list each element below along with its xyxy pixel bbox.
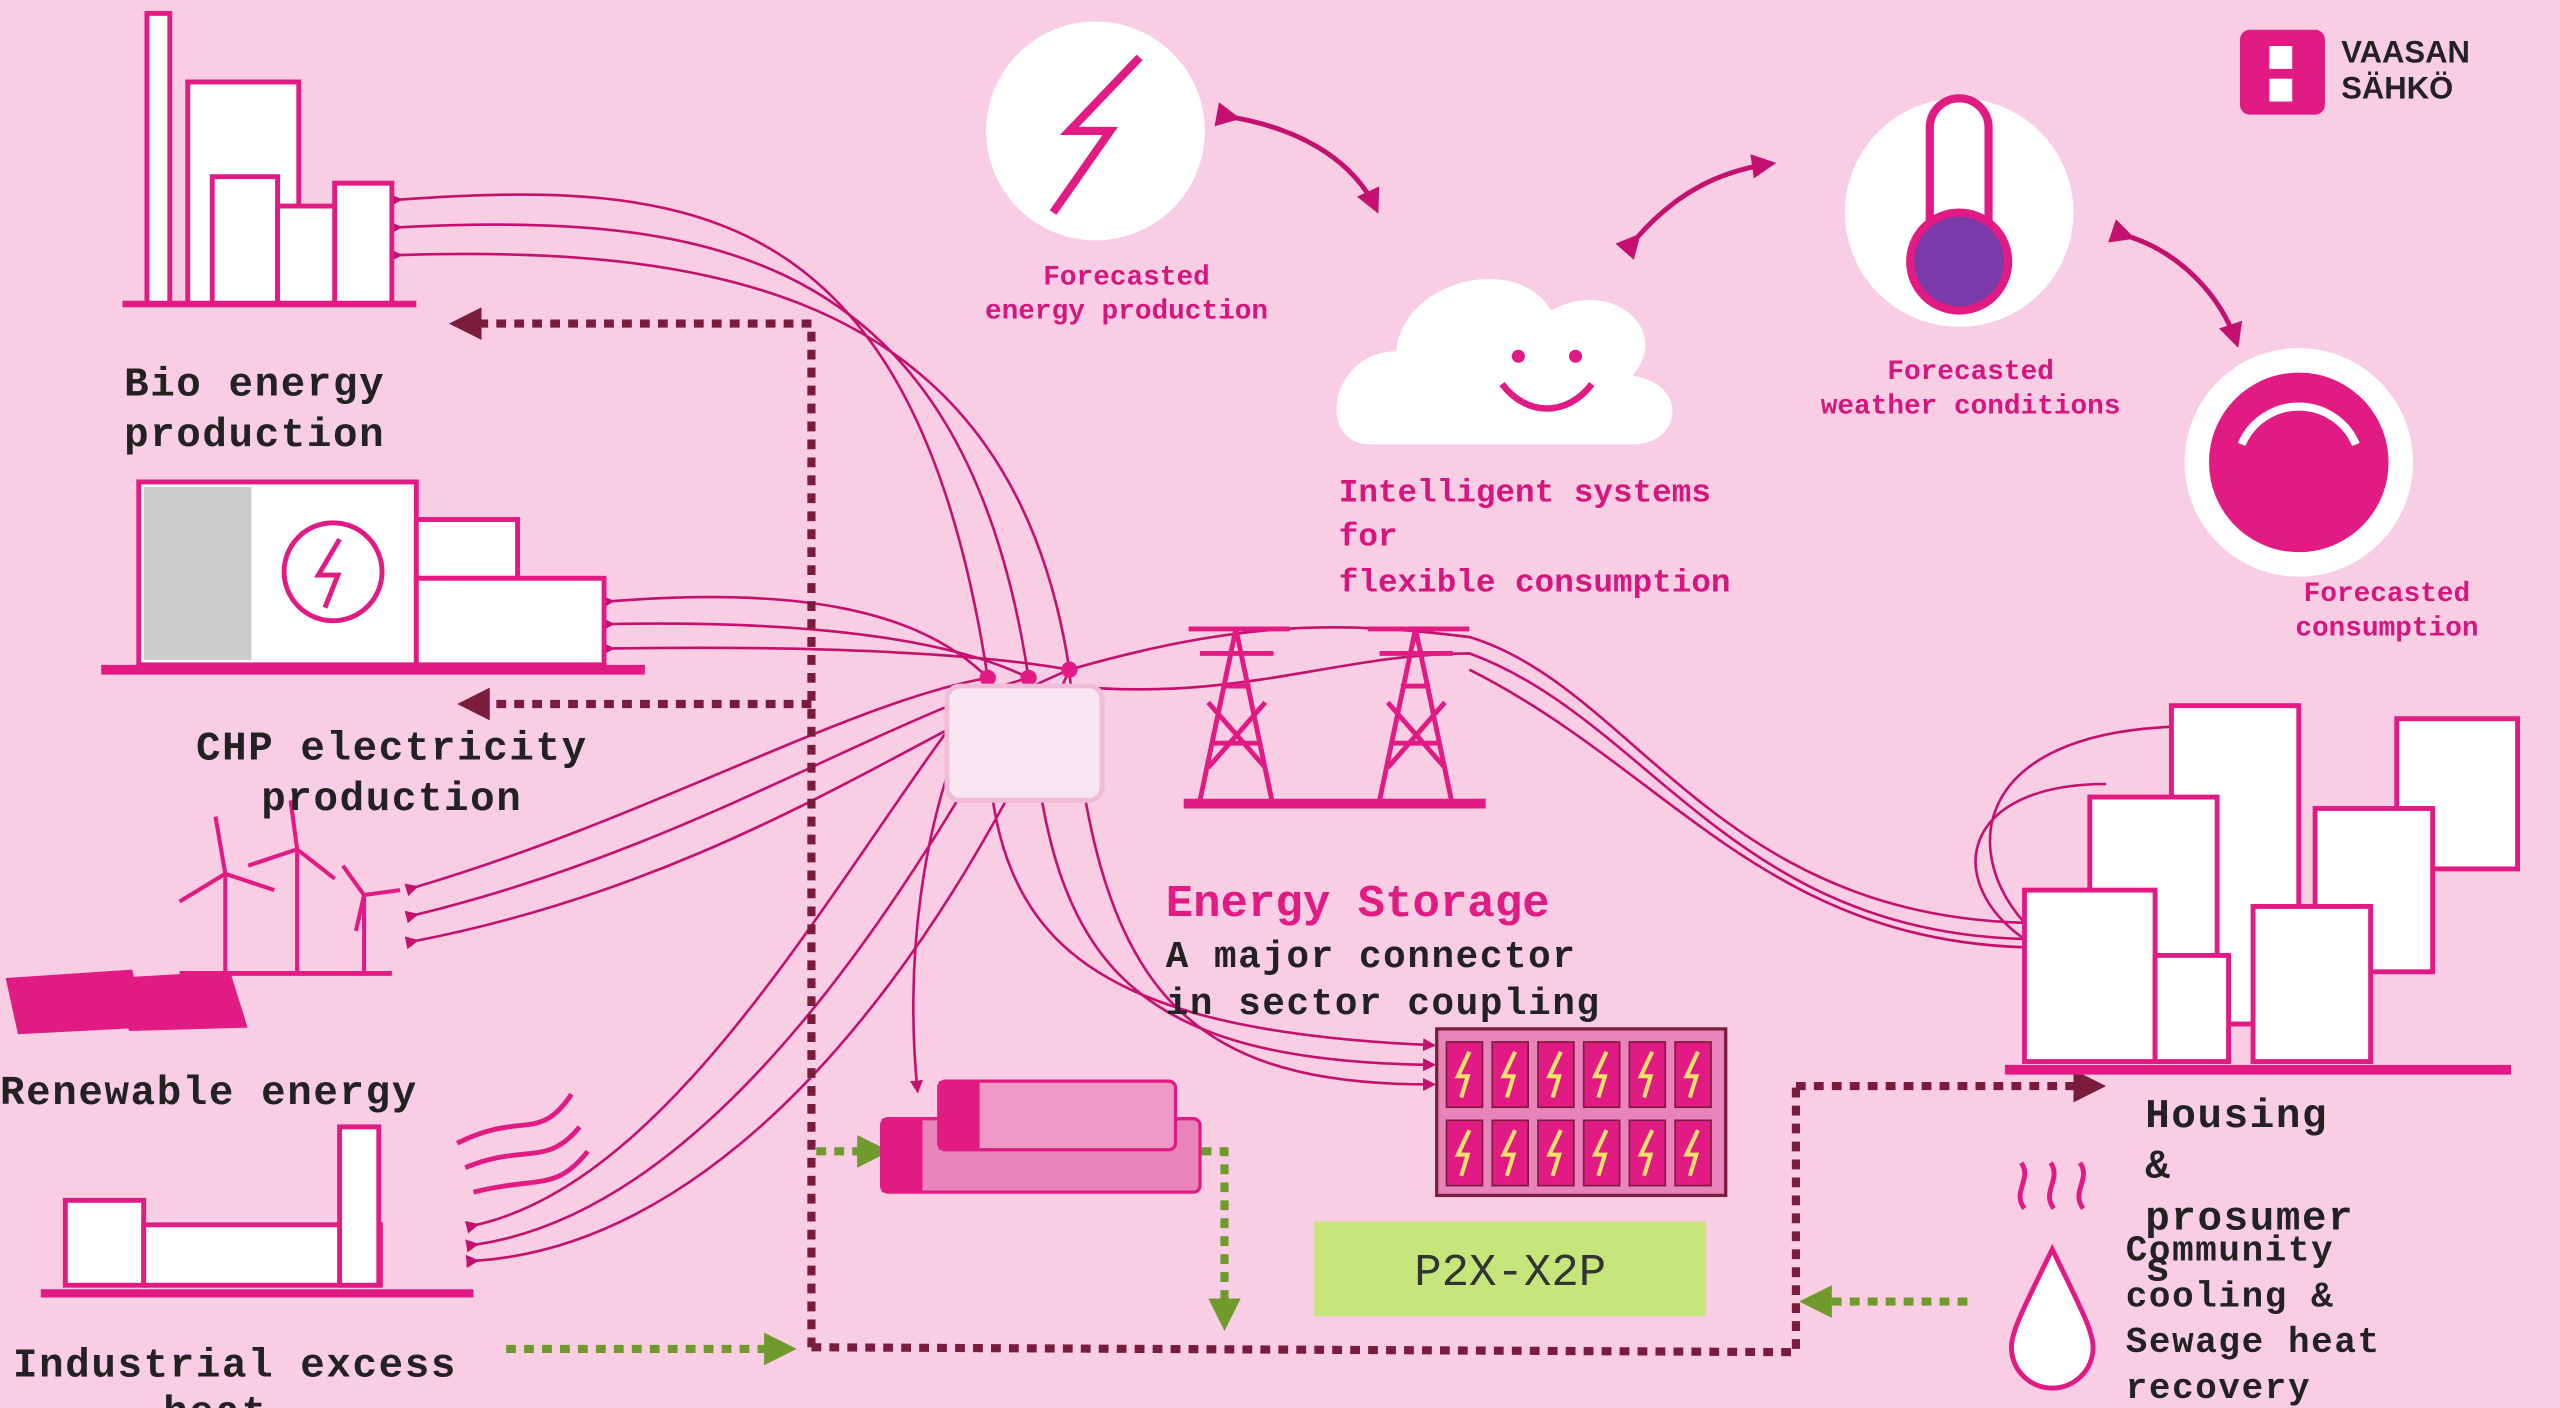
label: flexible consumption xyxy=(1339,564,1731,601)
battery-icon xyxy=(1437,1029,1726,1196)
label: Forecasted xyxy=(1043,262,1210,293)
storage-title: Energy Storage xyxy=(1166,878,1550,930)
label: CHP electricity xyxy=(196,727,588,773)
production-icon xyxy=(986,22,1205,241)
label: Bio energy xyxy=(124,362,385,408)
logo-text: SÄHKÖ xyxy=(2341,70,2453,105)
label: Forecasted xyxy=(1887,357,2054,388)
label: energy production xyxy=(985,297,1268,328)
bio-plant-icon xyxy=(122,13,416,304)
label: heat xyxy=(163,1391,267,1408)
label: consumption xyxy=(2295,613,2478,644)
p2x-label: P2X-X2P xyxy=(1414,1247,1606,1299)
label: production xyxy=(124,413,385,459)
housing-icon xyxy=(2005,706,2518,1070)
label: & xyxy=(2145,1144,2171,1190)
logo: VAASAN SÄHKÖ xyxy=(2240,30,2470,115)
drop-icon xyxy=(2011,1163,2093,1388)
storage-tanks-icon xyxy=(882,1081,1200,1192)
label: production xyxy=(261,777,522,823)
chp-plant-icon xyxy=(101,482,645,670)
meter-icon xyxy=(2184,348,2413,577)
page: {"logo": {"lines": ["VAASAN", "SÄHKÖ"]},… xyxy=(0,0,2560,1408)
renewable-icon xyxy=(8,800,400,1032)
label: Community xyxy=(2126,1231,2335,1272)
logo-text: VAASAN xyxy=(2341,34,2470,69)
power-lines xyxy=(400,195,2171,1261)
label: for xyxy=(1339,519,1398,556)
industrial-plant-icon xyxy=(41,1094,588,1293)
cloud-icon xyxy=(1336,279,1672,444)
label: recovery xyxy=(2126,1368,2311,1408)
label: Intelligent systems xyxy=(1339,475,1711,512)
label: Sewage heat xyxy=(2126,1322,2381,1363)
grid-icon xyxy=(947,629,1486,804)
label: weather conditions xyxy=(1821,391,2121,422)
thermometer-icon xyxy=(1845,98,2074,327)
label: Industrial excess xyxy=(13,1344,457,1390)
label: in sector coupling xyxy=(1166,984,1601,1026)
label: Forecasted xyxy=(2304,579,2471,610)
forecast-arrows xyxy=(1236,118,2237,343)
label: Housing xyxy=(2145,1094,2328,1140)
label: A major connector xyxy=(1166,937,1577,979)
label: cooling & xyxy=(2126,1276,2335,1317)
diagram: VAASAN SÄHKÖ Bio energy production CHP e… xyxy=(0,0,2560,1408)
label: Renewable energy xyxy=(0,1071,418,1117)
heat-network xyxy=(465,324,2089,1353)
